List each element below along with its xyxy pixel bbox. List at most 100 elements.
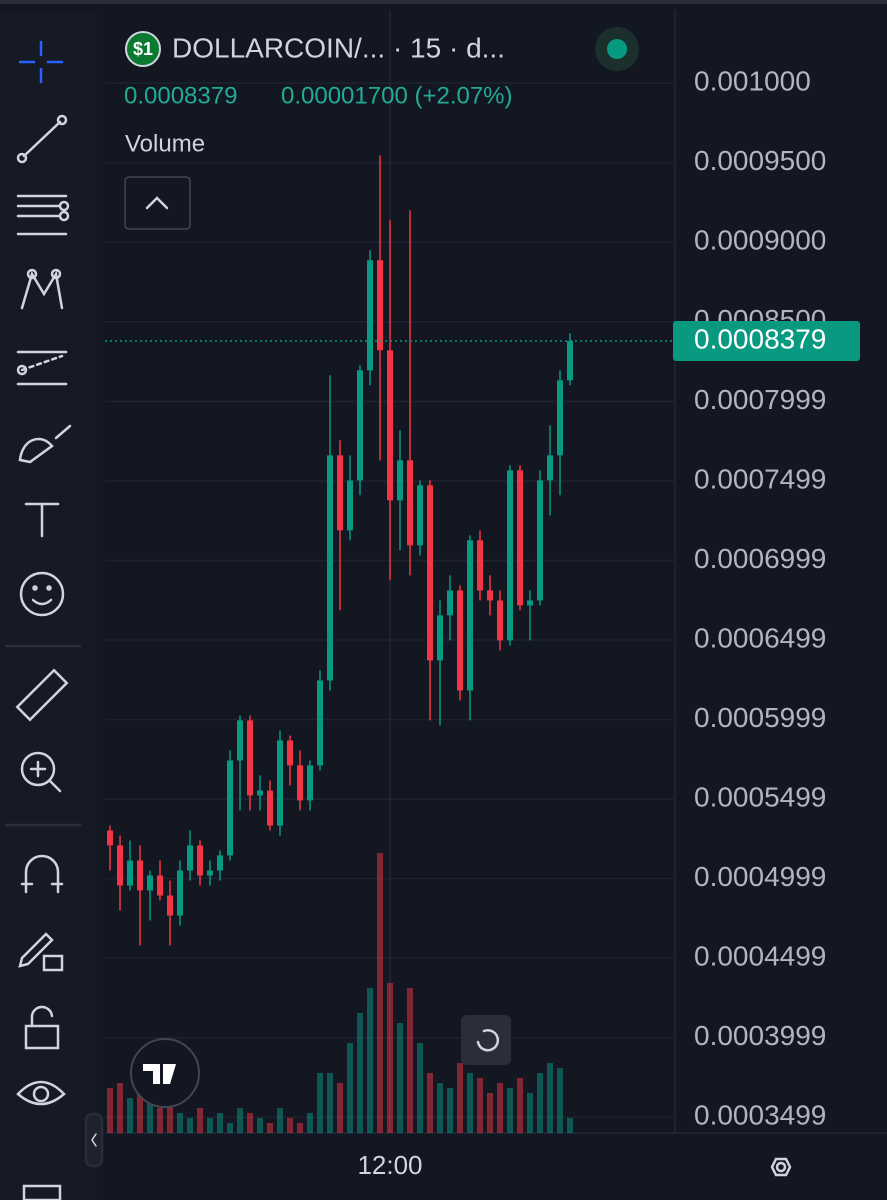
candle-body: [307, 765, 313, 801]
collapse-indicators[interactable]: [124, 176, 191, 230]
lock-drawings-tool[interactable]: [18, 932, 64, 972]
volume-bar: [297, 1123, 303, 1133]
volume-bar: [467, 1073, 473, 1133]
ruler-tool[interactable]: [15, 668, 69, 722]
candle-body: [157, 875, 163, 896]
candle-body: [127, 860, 133, 886]
volume-bar: [337, 1083, 343, 1133]
candle-body: [387, 350, 393, 501]
y-tick-label: 0.0005499: [694, 782, 826, 813]
y-tick-label: 0.0006999: [694, 543, 826, 574]
volume-bar: [107, 1088, 113, 1133]
top-border: [0, 0, 887, 4]
volume-bar: [547, 1063, 553, 1133]
candle-body: [547, 455, 553, 481]
volume-bar: [227, 1123, 233, 1133]
indicator-label: Volume: [125, 130, 205, 157]
candle-body: [227, 760, 233, 856]
volume-bar: [567, 1118, 573, 1133]
candle-body: [187, 845, 193, 871]
pattern-tool[interactable]: [20, 268, 64, 310]
reset-chart[interactable]: [461, 1015, 511, 1065]
volume-bar: [537, 1073, 543, 1133]
volume-bar: [127, 1098, 133, 1133]
y-tick-label: 0.0005999: [694, 702, 826, 733]
volume-bar: [307, 1113, 313, 1133]
crosshair-tool[interactable]: [18, 40, 64, 84]
candle-body: [337, 455, 343, 531]
trend-line-tool[interactable]: [16, 114, 68, 164]
toolbar-more[interactable]: [22, 1184, 62, 1200]
candle-body: [457, 590, 463, 691]
candle-body: [427, 485, 433, 661]
candle-body: [317, 680, 323, 766]
volume-bar: [417, 1043, 423, 1133]
candle-body: [497, 600, 503, 641]
candle-body: [377, 260, 383, 351]
settings-center: [775, 1161, 787, 1173]
volume-bar: [447, 1088, 453, 1133]
y-tick-label: 0.0003499: [694, 1100, 826, 1131]
volume-bar: [217, 1113, 223, 1133]
quote-change: 0.00001700 (+2.07%): [281, 82, 513, 109]
volume-bar: [357, 1013, 363, 1133]
visibility-tool[interactable]: [16, 1080, 66, 1106]
lock-tool[interactable]: [24, 1005, 60, 1050]
collapse-toolbar[interactable]: [84, 1112, 104, 1168]
candle-body: [367, 260, 373, 371]
volume-bar: [407, 988, 413, 1133]
x-tick-label: 12:00: [357, 1150, 422, 1180]
quote-last: 0.0008379: [124, 82, 237, 109]
volume-bar: [487, 1093, 493, 1133]
magnet-tool[interactable]: [20, 854, 64, 894]
toolbar: [0, 12, 97, 1200]
y-tick-label: 0.0003999: [694, 1020, 826, 1051]
y-tick-label: 0.0009000: [694, 225, 826, 256]
text-tool[interactable]: [24, 502, 60, 538]
volume-bar: [177, 1113, 183, 1133]
symbol-icon-glyph: $1: [133, 39, 153, 59]
emoji-tool[interactable]: [19, 571, 65, 617]
volume-bar: [427, 1073, 433, 1133]
candle-body: [247, 720, 253, 796]
settings[interactable]: [770, 1157, 792, 1177]
volume-bar: [517, 1078, 523, 1133]
candle-body: [197, 845, 203, 876]
volume-bar: [477, 1078, 483, 1133]
symbol-icon[interactable]: [125, 31, 161, 67]
symbol-title[interactable]: DOLLARCOIN/... · 15 · d...: [172, 32, 505, 63]
last-price-label: 0.0008379: [694, 323, 826, 354]
y-tick-label: 0.0009500: [694, 145, 826, 176]
candle-body: [467, 540, 473, 691]
logo-mark: [143, 1064, 176, 1084]
zoom-tool[interactable]: [20, 751, 62, 793]
y-tick-label: 0.0006499: [694, 622, 826, 653]
volume-bar: [277, 1108, 283, 1133]
volume-bar: [287, 1118, 293, 1133]
volume-bar: [347, 1043, 353, 1133]
reset-icon: [476, 1029, 500, 1052]
candle-body: [357, 370, 363, 481]
forecast-tool[interactable]: [16, 350, 68, 386]
volume-bar: [507, 1088, 513, 1133]
market-status-dot: [607, 39, 627, 59]
candle-body: [407, 460, 413, 546]
volume-bar: [557, 1068, 563, 1133]
candle-body: [297, 765, 303, 801]
volume-bar: [157, 1108, 163, 1133]
volume-bar: [257, 1118, 263, 1133]
candle-body: [117, 845, 123, 886]
volume-bar: [137, 1093, 143, 1133]
volume-bar: [167, 1098, 173, 1133]
candle-body: [217, 855, 223, 871]
volume-bar: [317, 1073, 323, 1133]
candle-body: [517, 470, 523, 606]
candle-body: [277, 740, 283, 826]
y-tick-label: 0.0004999: [694, 861, 826, 892]
fib-tool[interactable]: [16, 194, 70, 236]
volume-bar: [437, 1083, 443, 1133]
brush-tool[interactable]: [18, 424, 72, 464]
volume-bar: [377, 853, 383, 1133]
